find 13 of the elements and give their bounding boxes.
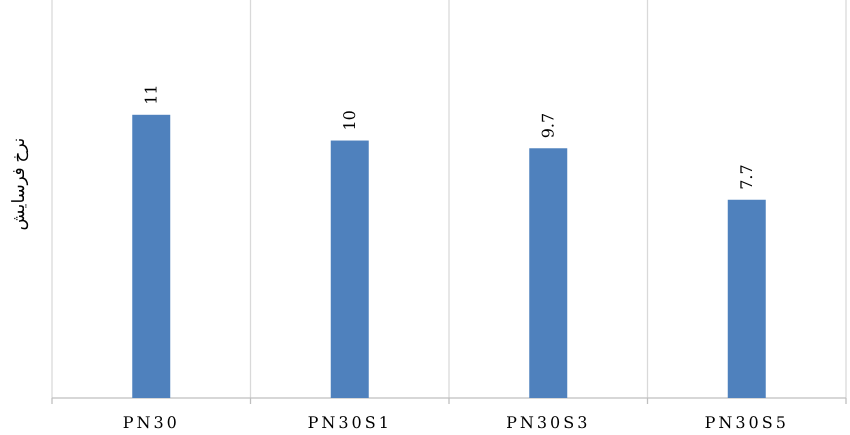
x-tick-label: PN30S3 — [506, 413, 590, 432]
data-label: 7.7 — [737, 164, 756, 190]
data-label: 10 — [340, 110, 360, 131]
x-tick-label: PN30S5 — [704, 413, 789, 432]
data-label: 11 — [142, 84, 161, 105]
data-label: 9.7 — [538, 112, 558, 138]
bar — [330, 140, 369, 398]
x-tick-label: PN30 — [122, 413, 180, 432]
y-axis-title: نرخ فرسایش — [9, 137, 29, 231]
bar — [132, 114, 170, 398]
bar — [728, 200, 766, 398]
bar — [529, 148, 568, 398]
x-tick-label: PN30S1 — [308, 413, 392, 432]
